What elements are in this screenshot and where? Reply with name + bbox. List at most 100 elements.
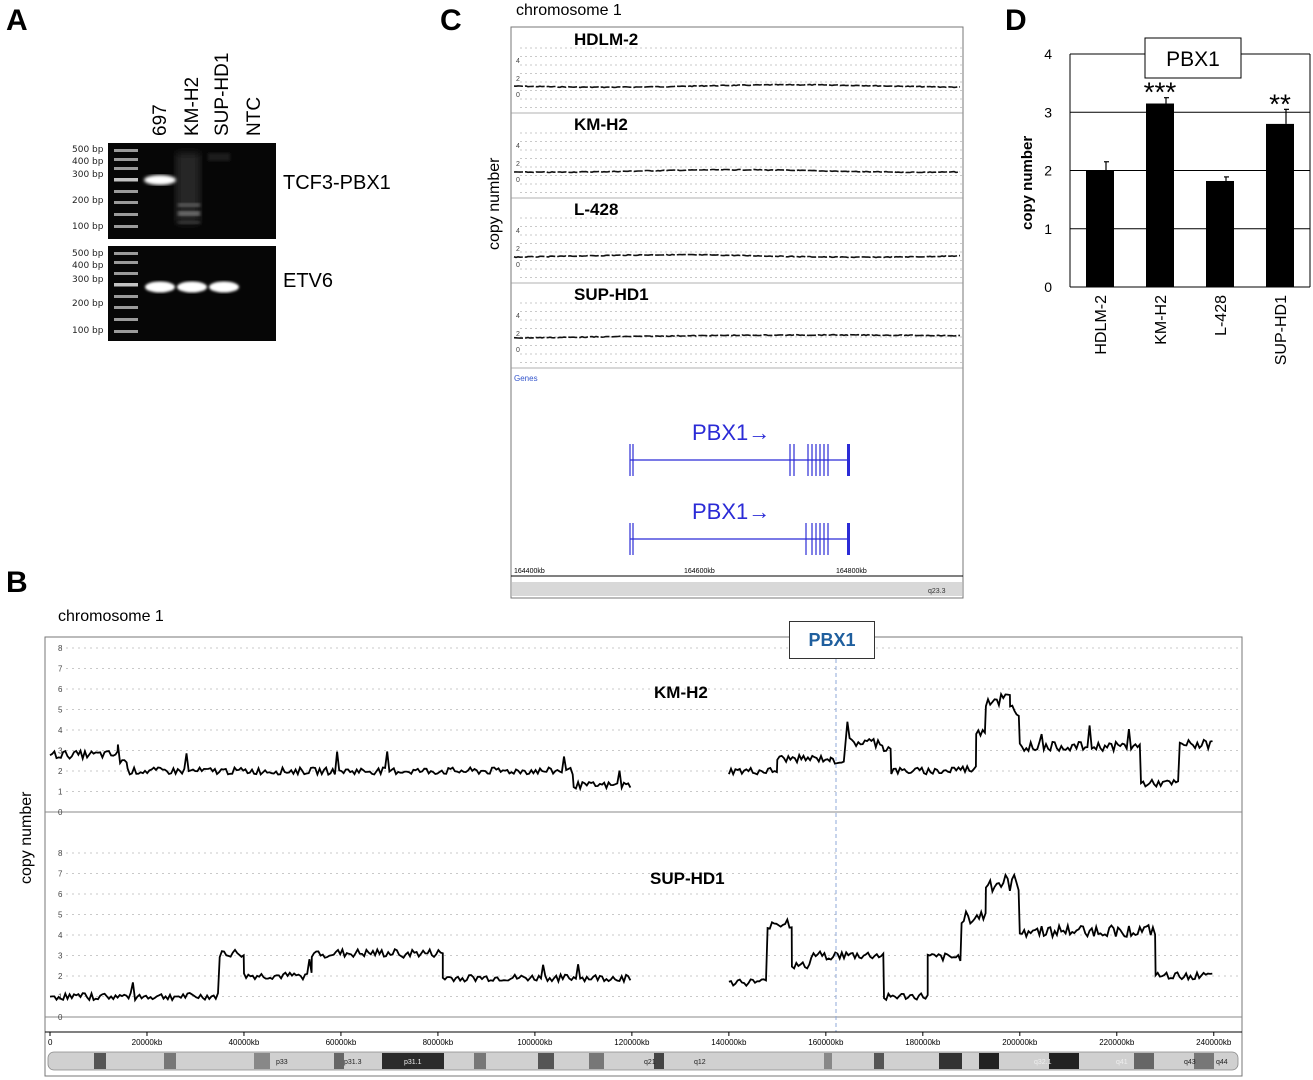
genes-label: Genes	[514, 374, 538, 383]
ladder-label: 400 bp	[72, 261, 104, 271]
ladder-label: 100 bp	[72, 222, 104, 232]
track-tick-label: 2	[516, 76, 520, 83]
ladder-label: 400 bp	[72, 157, 104, 167]
track-tick-label: 2	[516, 161, 520, 168]
ideogram-band	[824, 1053, 832, 1069]
significance-marker: **	[1269, 88, 1291, 119]
copy-number-line	[513, 253, 961, 259]
track-name: L-428	[574, 200, 618, 219]
band-label: q21	[644, 1059, 656, 1066]
track-tick-label: 0	[58, 1013, 63, 1022]
band-label: p31.3	[344, 1059, 362, 1066]
lane-label-ntc: NTC	[244, 96, 265, 136]
panel-b-title: chromosome 1	[58, 608, 164, 625]
ideogram-band	[939, 1053, 962, 1069]
ladder-label: 500 bp	[72, 145, 104, 155]
ideogram-band	[382, 1053, 444, 1069]
track-hdlm-2: 4 2 0 HDLM-2	[511, 30, 963, 114]
track-tick-label: 4	[516, 143, 520, 150]
track-tick-label: 0	[516, 92, 520, 99]
track-tick-label: 3	[58, 747, 63, 756]
copy-number-line	[513, 333, 961, 339]
ladder-label: 200 bp	[72, 299, 104, 309]
track-tick-label: 1	[58, 788, 63, 797]
lane-label-kmh2: KM-H2	[182, 76, 203, 136]
gel-label-tcf3-pbx1: TCF3-PBX1	[283, 172, 391, 194]
gene-pbx1-transcript-2: PBX1→	[629, 499, 850, 555]
track-sup-hd1: 8 7 6 5 4 3 2 1 0 SUP-HD1	[45, 849, 1242, 1022]
track-tick-label: 4	[516, 228, 520, 235]
ideogram-band	[1134, 1053, 1154, 1069]
track-tick-label: 0	[516, 262, 520, 269]
coord-label: 164800kb	[836, 568, 867, 575]
track-tick-label: 2	[516, 331, 520, 338]
x-tick-label: L-428	[1213, 295, 1230, 336]
copy-number-line	[49, 691, 1213, 792]
track-tick-label: 7	[58, 665, 63, 674]
band-label: p31.1	[404, 1059, 422, 1066]
axis-label: 220000kb	[1099, 1038, 1135, 1047]
panel-b-ylabel: copy number	[18, 791, 35, 885]
axis-label: 100000kb	[517, 1038, 553, 1047]
axis-label: 60000kb	[326, 1038, 357, 1047]
gel-label-etv6: ETV6	[283, 270, 334, 292]
lane-label-suphd1: SUP-HD1	[212, 52, 233, 136]
gel-tcf3-pbx1	[108, 143, 276, 239]
axis-label: 180000kb	[905, 1038, 941, 1047]
track-l-428: 4 2 0 L-428	[511, 200, 963, 284]
track-tick-label: 5	[58, 706, 63, 715]
ideogram-band	[254, 1053, 270, 1069]
ideogram-band	[538, 1053, 554, 1069]
gene-label: PBX1→	[692, 420, 770, 445]
x-tick-label: SUP-HD1	[1273, 295, 1290, 365]
track-tick-label: 5	[58, 911, 63, 920]
track-name: SUP-HD1	[650, 869, 725, 888]
ladder-label: 300 bp	[72, 170, 104, 180]
track-tick-label: 0	[516, 177, 520, 184]
ideogram-band	[589, 1053, 604, 1069]
panel-label-d: D	[1005, 4, 1027, 37]
axis-label: 120000kb	[614, 1038, 650, 1047]
track-name: KM-H2	[654, 683, 708, 702]
track-sup-hd1: 4 2 0 SUP-HD1	[511, 285, 963, 369]
track-km-h2: 4 2 0 KM-H2	[511, 115, 963, 199]
y-tick-label: 0	[1044, 279, 1052, 295]
x-tick-label: HDLM-2	[1093, 295, 1110, 355]
coord-label: 164400kb	[514, 568, 545, 575]
panel-c-title: chromosome 1	[516, 2, 622, 19]
axis-label: 20000kb	[132, 1038, 163, 1047]
bar-km-h2	[1146, 103, 1174, 287]
gel-etv6	[108, 246, 276, 341]
ladder-label: 100 bp	[72, 326, 104, 336]
y-tick-label: 4	[1044, 46, 1052, 62]
track-tick-label: 2	[58, 972, 63, 981]
track-km-h2: 8 7 6 5 4 3 2 1 0 KM-H2	[45, 644, 1242, 817]
copy-number-line	[513, 168, 961, 174]
chart-title: PBX1	[1166, 48, 1220, 71]
pbx1-marker: PBX1	[789, 621, 875, 659]
track-tick-label: 2	[516, 246, 520, 253]
ideogram-band	[334, 1053, 344, 1069]
y-tick-label: 3	[1044, 104, 1052, 120]
panel-label-c: C	[440, 4, 462, 37]
copy-number-line	[513, 83, 961, 89]
ideogram-band	[874, 1053, 884, 1069]
axis-label: 140000kb	[711, 1038, 747, 1047]
chart-title-box	[1144, 37, 1242, 79]
band-label: q12	[694, 1059, 706, 1066]
track-name: SUP-HD1	[574, 285, 649, 304]
lane-label-697: 697	[150, 104, 171, 136]
track-tick-label: 6	[58, 890, 63, 899]
track-tick-label: 3	[58, 952, 63, 961]
track-tick-label: 8	[58, 849, 63, 858]
bar-l-428	[1206, 180, 1234, 287]
ideogram-band	[654, 1053, 664, 1069]
band-label: q43	[1184, 1059, 1196, 1066]
track-tick-label: 1	[58, 993, 63, 1002]
track-name: HDLM-2	[574, 30, 638, 49]
ladder-label: 500 bp	[72, 249, 104, 259]
track-tick-label: 4	[58, 931, 63, 940]
track-tick-label: 8	[58, 644, 63, 653]
bar-sup-hd1	[1266, 123, 1294, 288]
track-tick-label: 0	[516, 347, 520, 354]
